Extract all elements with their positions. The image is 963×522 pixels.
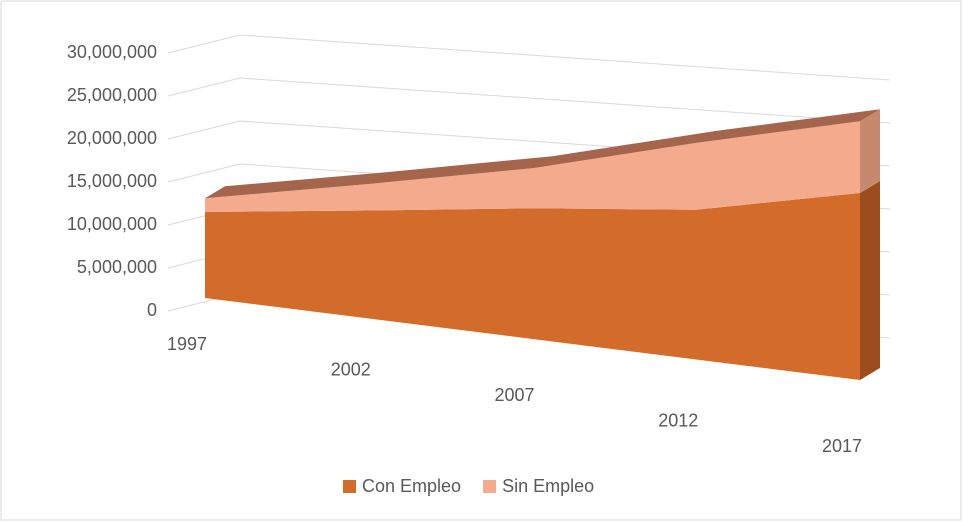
legend-label: Sin Empleo	[502, 476, 594, 496]
y-tick-label: 10,000,000	[67, 214, 157, 234]
y-tick-label: 15,000,000	[67, 171, 157, 191]
grid-line	[167, 77, 891, 124]
legend-label: Con Empleo	[362, 476, 461, 496]
area	[205, 121, 860, 212]
area	[205, 193, 860, 380]
area-top	[205, 109, 880, 199]
legend-swatch	[343, 480, 356, 493]
grid-line	[167, 34, 891, 81]
legend-swatch	[483, 480, 497, 493]
y-tick-label: 5,000,000	[77, 257, 157, 277]
x-tick-label: 2007	[494, 385, 534, 405]
y-tick-label: 0	[147, 300, 157, 320]
x-tick-label: 2017	[822, 436, 862, 456]
y-tick-label: 30,000,000	[67, 42, 157, 62]
x-tick-label: 2012	[658, 410, 698, 430]
y-tick-label: 25,000,000	[67, 85, 157, 105]
y-tick-label: 20,000,000	[67, 128, 157, 148]
area-side	[860, 109, 880, 193]
x-tick-label: 1997	[167, 334, 207, 354]
area-side	[860, 181, 880, 380]
x-tick-label: 2002	[331, 359, 371, 379]
